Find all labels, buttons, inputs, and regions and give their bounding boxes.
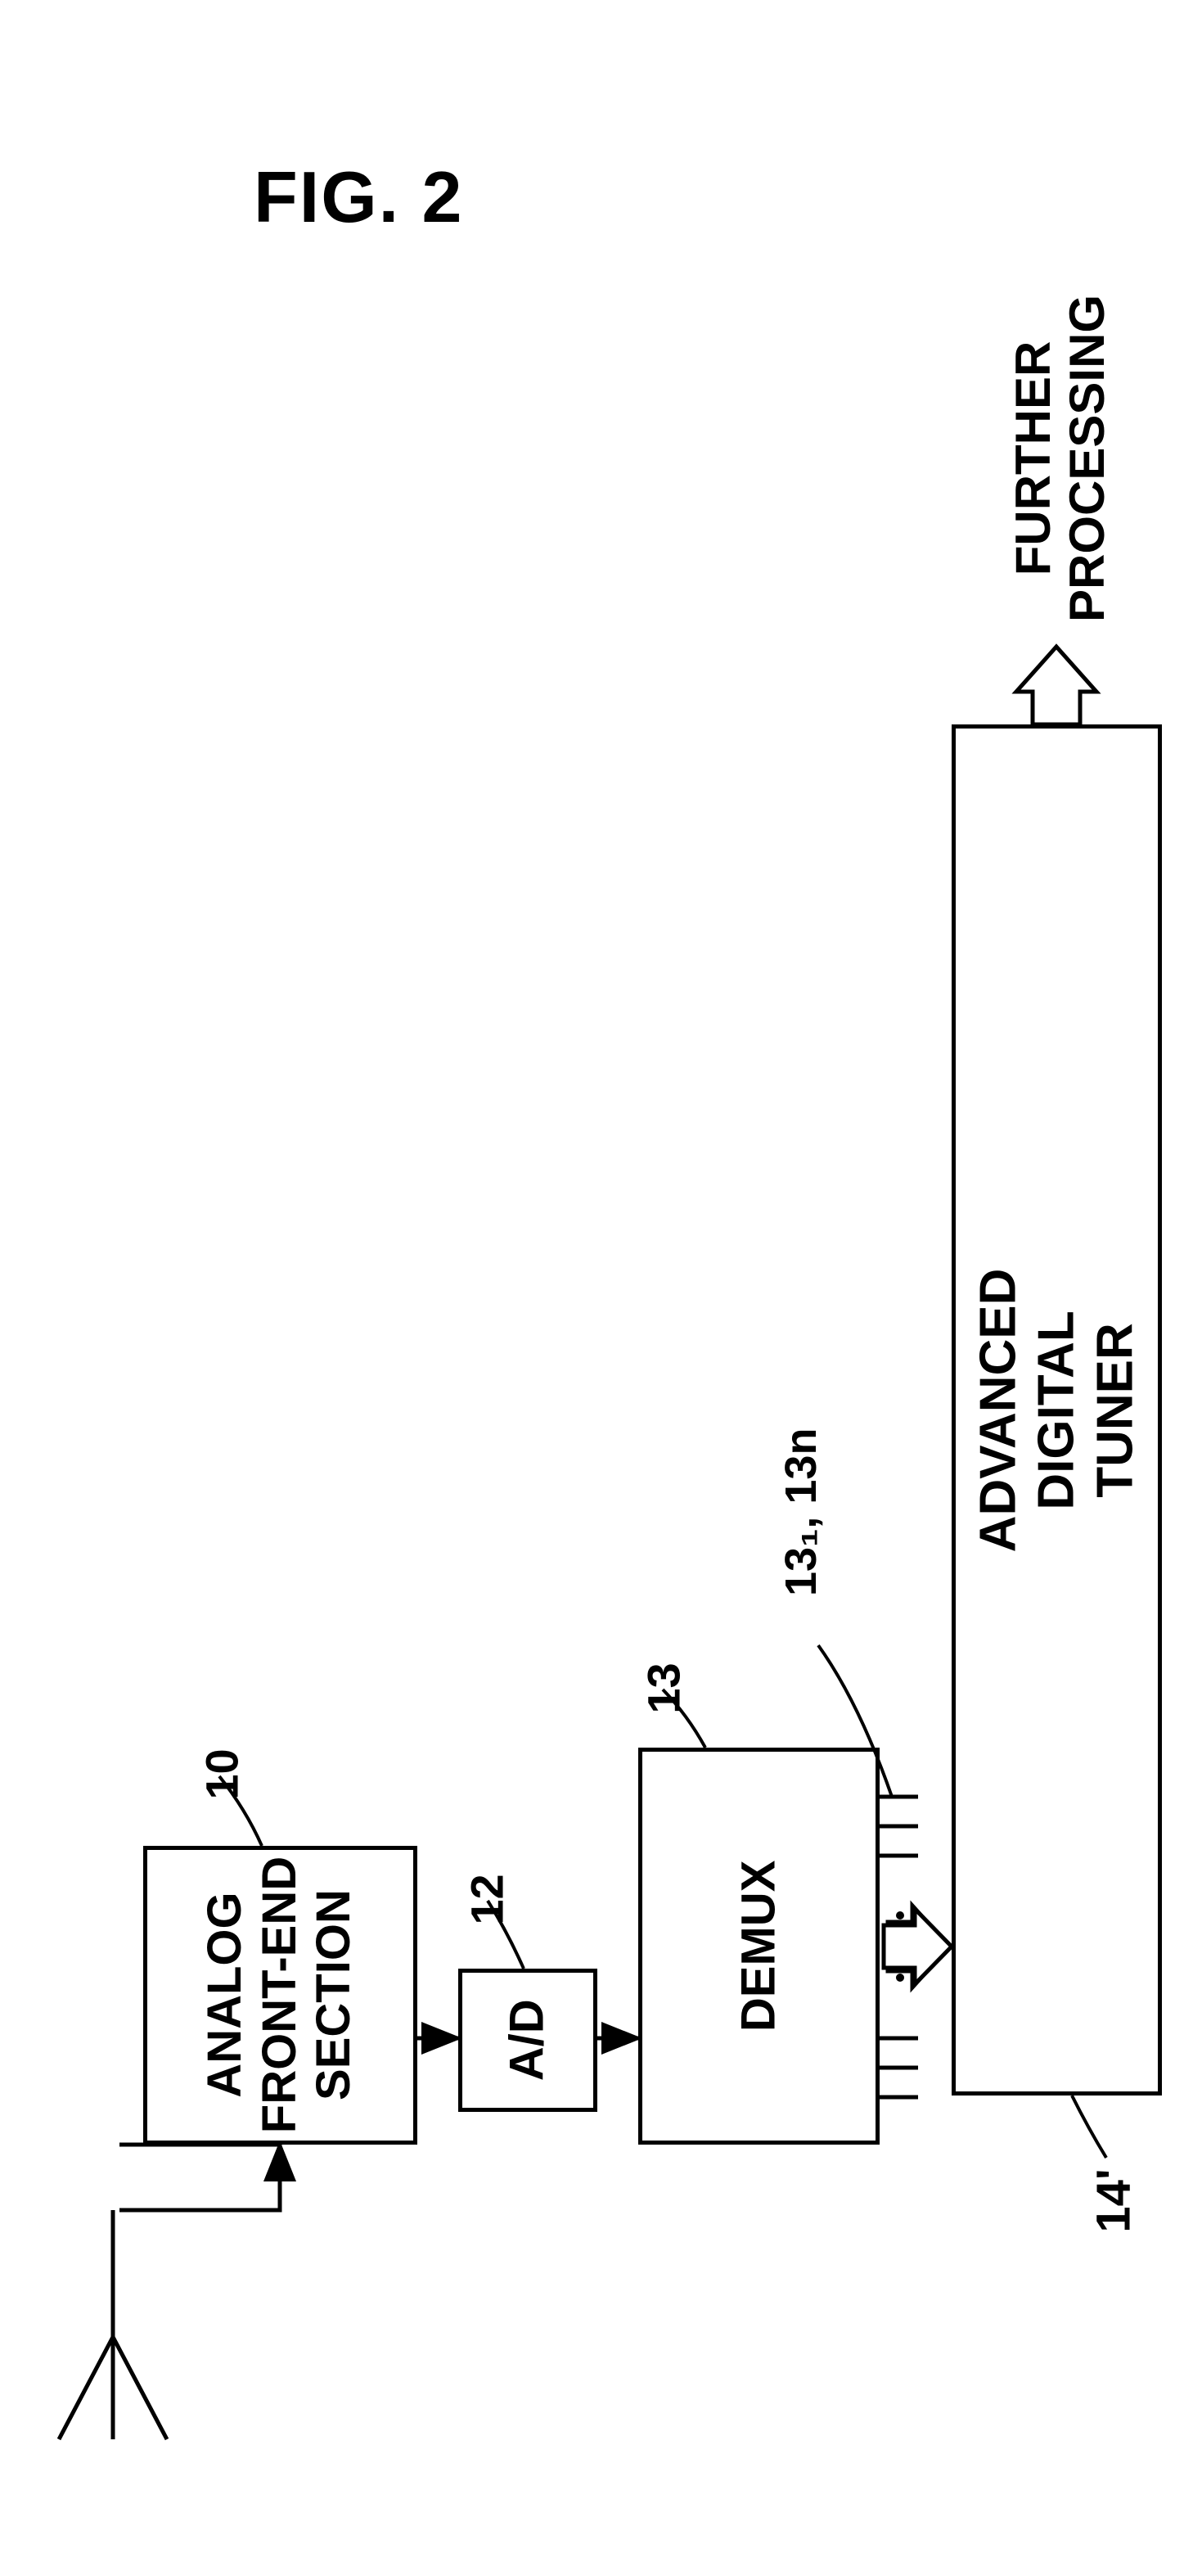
- demux-output-bus-top: [880, 1797, 918, 1856]
- block-arrow-output-shape: [1016, 647, 1096, 724]
- leader-ref-13-outputs: [818, 1645, 892, 1797]
- leader-ref-12: [488, 1901, 524, 1969]
- diagram-canvas: FIG. 2 ADVANCED DIGITAL TUNER ANALOG FRO…: [0, 0, 1193, 2576]
- diagram-connections: [0, 0, 1193, 2576]
- demux-output-bus-bottom: [880, 2038, 918, 2097]
- leader-ref-13: [663, 1690, 705, 1748]
- leader-ref-14prime: [1072, 2096, 1106, 2158]
- leader-ref-10: [219, 1776, 262, 1846]
- conn-antenna-to-afe-arrow: [113, 2145, 280, 2210]
